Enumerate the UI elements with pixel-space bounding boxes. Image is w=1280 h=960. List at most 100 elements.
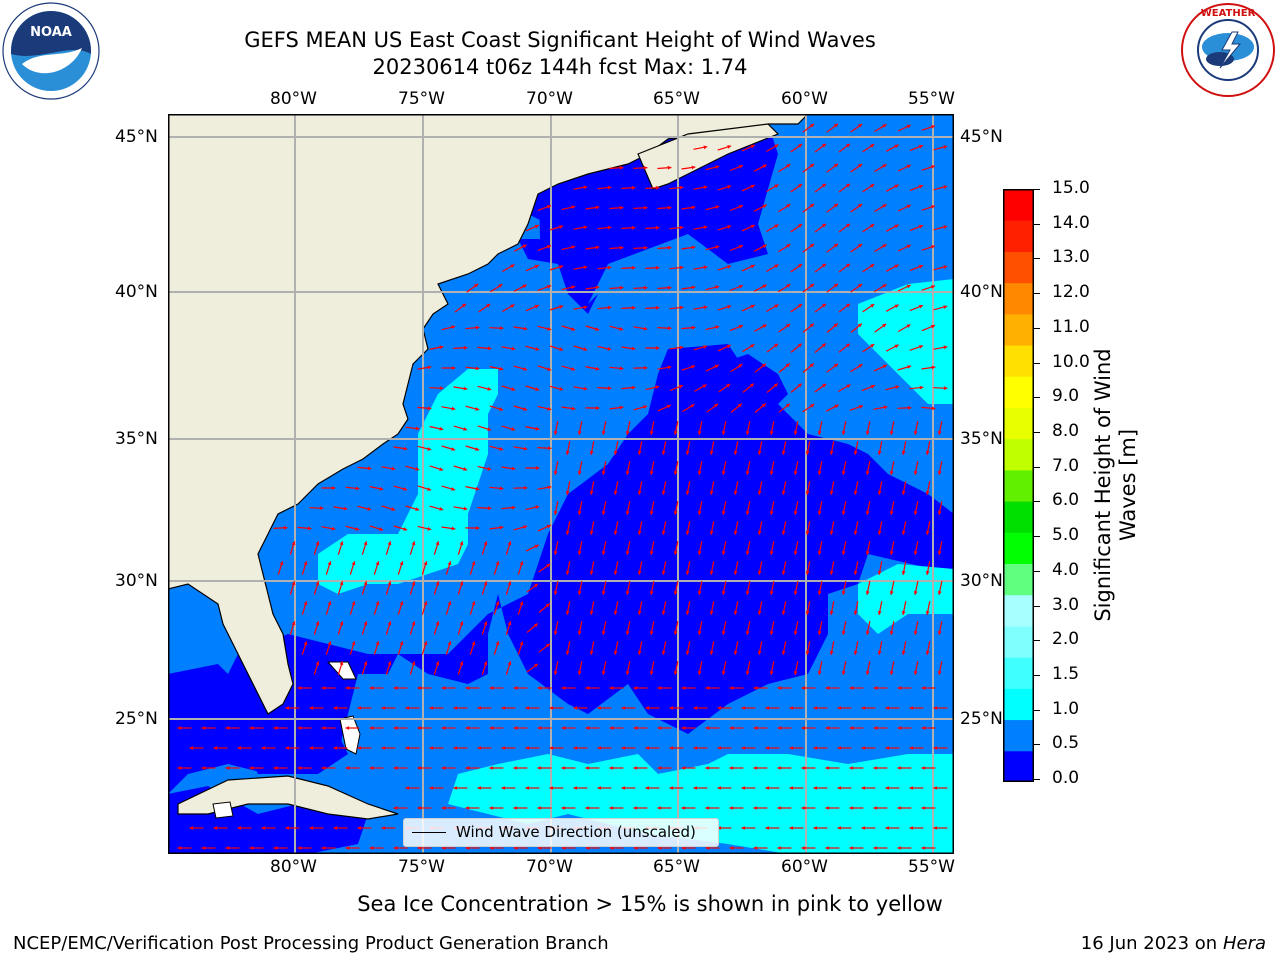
wave-direction-arrowhead — [345, 686, 349, 690]
wave-direction-arrowhead — [709, 451, 714, 455]
wave-direction-arrowhead — [781, 451, 786, 455]
wave-direction-arrowhead — [601, 511, 606, 515]
wave-direction-arrowhead — [513, 806, 517, 810]
wave-direction-arrowhead — [678, 384, 683, 389]
wave-direction-arrowhead — [537, 686, 541, 690]
wave-direction-arrowhead — [837, 746, 841, 750]
wave-direction-arrowhead — [717, 826, 721, 830]
colorbar-tick-mark — [1034, 570, 1040, 572]
wave-direction-arrowhead — [609, 686, 613, 690]
wave-direction-arrowhead — [889, 671, 894, 675]
wave-direction-arrowhead — [589, 451, 594, 455]
wind-wave-direction-arrows — [177, 123, 948, 850]
wave-direction-arrowhead — [345, 846, 349, 850]
wave-direction-arrowhead — [393, 686, 397, 690]
wave-direction-arrowhead — [399, 561, 404, 566]
wave-direction-arrowhead — [474, 283, 479, 288]
wave-direction-arrowhead — [339, 541, 344, 546]
wave-direction-arrowhead — [405, 746, 409, 750]
wave-direction-arrowhead — [351, 561, 356, 566]
noaa-logo-icon: NOAA — [0, 2, 102, 100]
wave-direction-arrowhead — [333, 706, 337, 710]
wave-direction-arrowhead — [399, 601, 404, 606]
wave-direction-arrowhead — [931, 406, 936, 411]
wave-direction-arrowhead — [846, 303, 850, 308]
wave-direction-arrowhead — [769, 671, 774, 675]
wave-direction-arrowhead — [363, 581, 368, 586]
wave-direction-arrowhead — [793, 471, 798, 475]
wave-direction-arrowhead — [685, 491, 690, 495]
wave-direction-arrowhead — [913, 511, 918, 515]
wave-direction-arrowhead — [825, 766, 829, 770]
wave-zone-high-southeast — [318, 369, 498, 594]
wave-direction-arrowhead — [727, 145, 732, 149]
wave-direction-arrowhead — [333, 826, 337, 830]
wave-direction-arrowhead — [331, 526, 336, 531]
wave-direction-arrowhead — [714, 364, 719, 369]
wave-direction-arrowhead — [906, 324, 911, 328]
wave-direction-arrowhead — [387, 621, 392, 626]
wave-direction-arrowhead — [601, 471, 606, 475]
wave-direction-arrowhead — [913, 471, 918, 475]
wave-direction-arrowhead — [773, 383, 778, 388]
wave-direction-arrowhead — [585, 846, 589, 850]
wave-direction-arrowhead — [865, 591, 870, 595]
nws-logo-icon: WEATHER — [1178, 2, 1278, 98]
lat-label-right-45n: 45°N — [960, 127, 1003, 147]
wave-direction-arrowhead — [739, 285, 743, 289]
wave-direction-arrowhead — [921, 846, 925, 850]
wave-direction-arrowhead — [882, 164, 887, 168]
wave-direction-arrowhead — [537, 726, 541, 730]
wave-direction-arrowhead — [415, 426, 420, 431]
wave-direction-arrowhead — [901, 611, 906, 615]
wave-direction-arrowhead — [597, 746, 601, 750]
wave-direction-arrowhead — [781, 611, 786, 615]
wave-direction-arrowhead — [534, 544, 539, 549]
wave-direction-arrowhead — [561, 806, 565, 810]
wave-direction-arrowhead — [451, 406, 456, 411]
wave-direction-arrowhead — [762, 244, 767, 249]
wave-direction-arrowhead — [535, 466, 540, 470]
wave-direction-arrowhead — [877, 651, 882, 655]
wave-direction-arrowhead — [919, 385, 924, 390]
wave-direction-arrowhead — [885, 706, 889, 710]
wave-direction-arrowhead — [553, 511, 558, 515]
wave-direction-arrowhead — [906, 244, 911, 249]
wave-direction-arrowhead — [463, 467, 468, 471]
wave-direction-arrowhead — [943, 345, 948, 350]
wave-direction-arrowhead — [649, 431, 654, 435]
lat-label-right-30n: 30°N — [960, 571, 1003, 591]
wave-direction-arrowhead — [429, 706, 433, 710]
wave-direction-arrowhead — [877, 571, 882, 575]
lat-label-left-40n: 40°N — [115, 282, 158, 302]
colorbar-tick-label: 0.0 — [1052, 768, 1080, 788]
wave-direction-arrowhead — [315, 661, 320, 666]
wave-direction-arrowhead — [655, 185, 660, 190]
wave-direction-arrowhead — [822, 143, 826, 148]
wave-direction-arrowhead — [261, 826, 265, 830]
wave-direction-arrowhead — [201, 726, 205, 730]
wave-direction-arrowhead — [841, 431, 846, 435]
wave-direction-arrowhead — [749, 383, 754, 388]
wave-direction-arrowhead — [769, 471, 774, 475]
wave-direction-arrowhead — [690, 404, 695, 408]
wave-direction-arrowhead — [441, 846, 445, 850]
wave-direction-arrowhead — [846, 223, 850, 228]
wave-direction-arrowhead — [435, 541, 440, 546]
wave-direction-arrowhead — [589, 531, 594, 535]
wave-direction-arrowhead — [519, 601, 524, 606]
wave-direction-arrowhead — [937, 551, 942, 555]
wave-direction-arrowhead — [715, 165, 720, 169]
wave-direction-arrowhead — [931, 125, 935, 129]
wave-direction-arrowhead — [801, 806, 805, 810]
wave-direction-arrowhead — [427, 447, 432, 451]
wave-direction-arrowhead — [649, 551, 654, 555]
wave-direction-arrowhead — [703, 265, 708, 270]
wave-direction-arrowhead — [715, 205, 720, 209]
wave-direction-arrowhead — [381, 706, 385, 710]
wave-direction-arrowhead — [393, 846, 397, 850]
wave-direction-arrowhead — [937, 591, 942, 595]
wave-direction-arrowhead — [685, 531, 690, 535]
wave-direction-arrowhead — [489, 846, 493, 850]
wave-direction-arrowhead — [829, 531, 834, 535]
